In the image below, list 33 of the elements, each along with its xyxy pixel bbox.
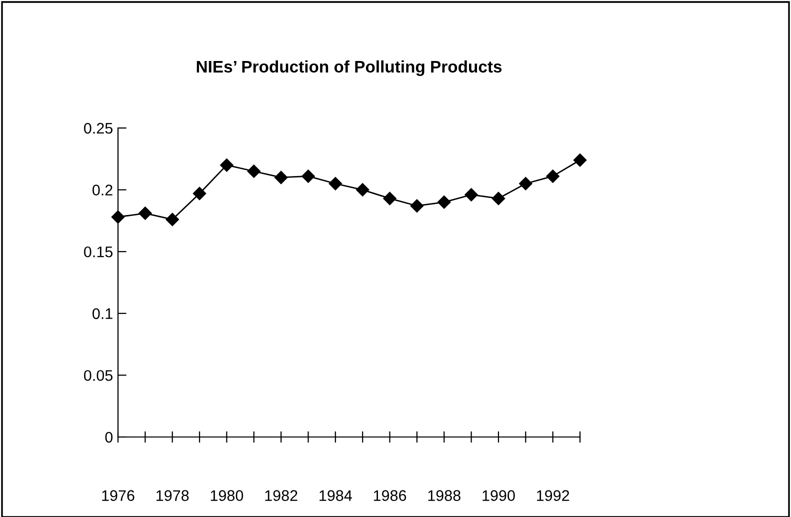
x-tick-label: 1976 xyxy=(102,490,134,501)
x-tick-label: 1992 xyxy=(536,490,570,501)
point xyxy=(492,192,506,206)
point xyxy=(519,177,532,190)
point xyxy=(356,183,370,196)
x-tick-label: 1986 xyxy=(374,490,406,501)
y-tick-label: 0.05 xyxy=(84,370,112,381)
x-tick-label: 1982 xyxy=(265,490,298,501)
y-tick-label: 0.1 xyxy=(92,308,112,320)
point xyxy=(166,212,179,226)
point xyxy=(438,196,451,209)
x-tick-label: 1980 xyxy=(210,490,244,501)
x-tick-label: 1988 xyxy=(428,490,460,501)
chart-title: NIEs’ Production of Polluting Products xyxy=(196,60,502,76)
point xyxy=(192,186,206,200)
point xyxy=(302,170,315,183)
y-tick-label: 0.15 xyxy=(84,246,112,258)
x-tick-label: 1978 xyxy=(156,490,189,501)
y-tick-label: 0.2 xyxy=(92,184,112,196)
point xyxy=(546,170,560,183)
point xyxy=(383,192,396,206)
point xyxy=(220,158,234,172)
x-tick-label: 1984 xyxy=(320,490,352,501)
point xyxy=(138,206,152,220)
point xyxy=(573,154,587,167)
y-tick-label: 0.25 xyxy=(84,122,112,134)
point xyxy=(464,188,478,202)
x-tick-label: 1990 xyxy=(482,490,515,501)
point xyxy=(410,199,424,212)
y-tick-label: 0 xyxy=(105,432,113,443)
point xyxy=(247,164,260,178)
point xyxy=(274,170,288,184)
point xyxy=(328,177,342,190)
